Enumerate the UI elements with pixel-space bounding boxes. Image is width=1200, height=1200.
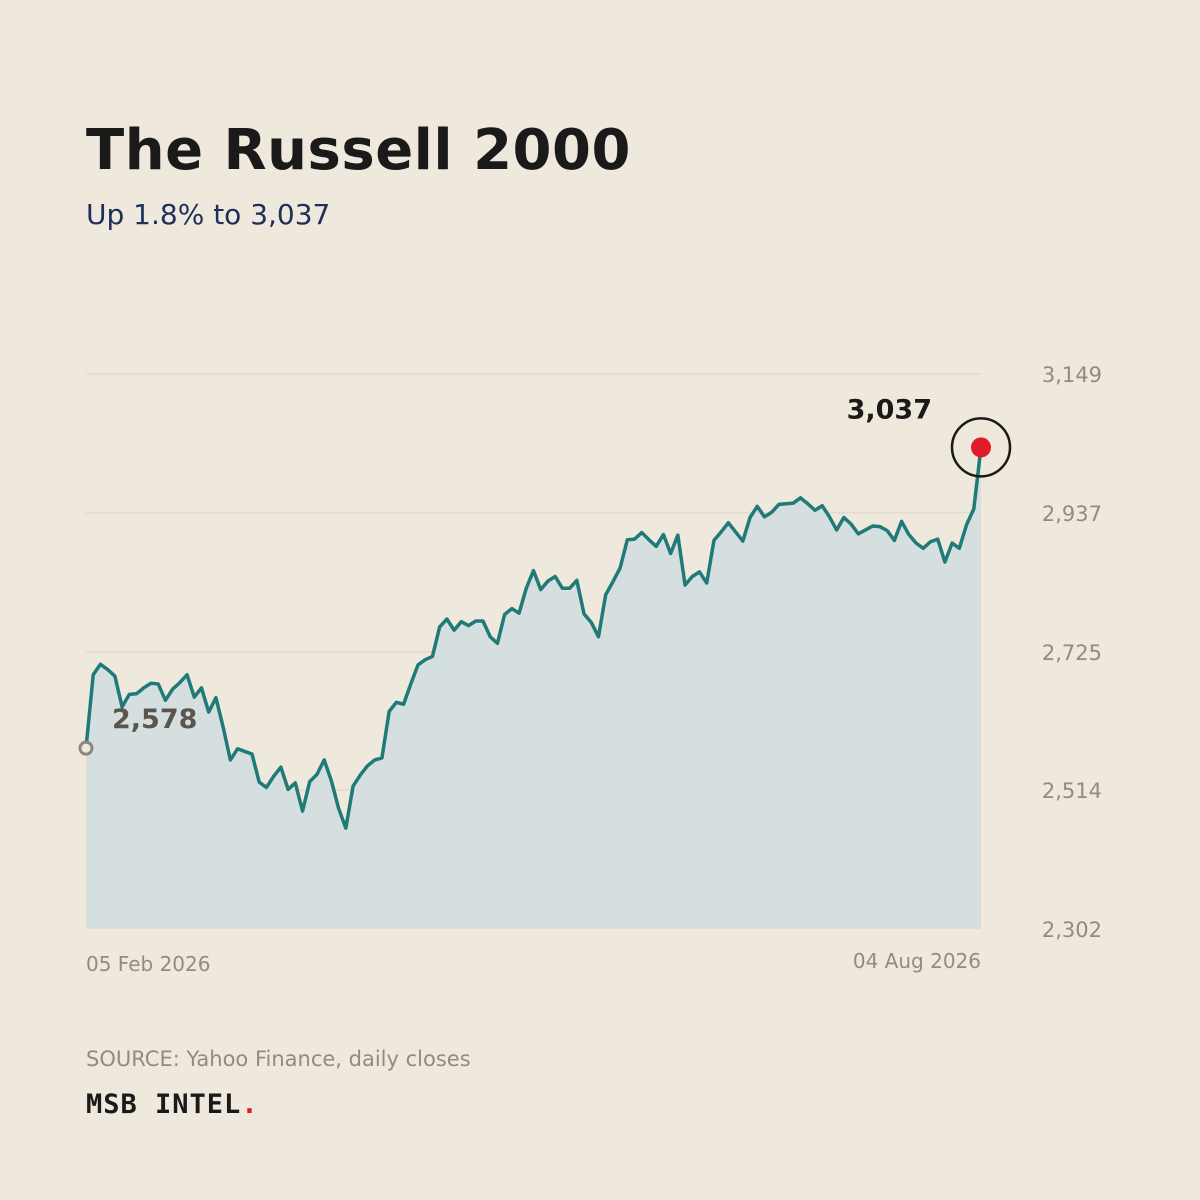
end-point-marker	[971, 437, 991, 458]
area-chart: 3,149 2,937 2,725 2,514 2,302 05 Feb 2026 04…	[78, 363, 1102, 976]
chart-title: The Russell 2000	[86, 118, 631, 183]
y-tick-label: 2,302	[1042, 918, 1102, 942]
chart-subtitle: Up 1.8% to 3,037	[86, 198, 331, 231]
y-axis-ticks: 3,149 2,937 2,725 2,514 2,302	[1042, 363, 1102, 942]
start-point-marker	[78, 740, 94, 756]
x-end-label: 04 Aug 2026	[853, 949, 981, 973]
end-value-label: 3,037	[847, 394, 932, 425]
y-tick-label: 2,937	[1042, 502, 1102, 526]
y-tick-label: 2,725	[1042, 641, 1102, 665]
end-point-ring	[950, 417, 1012, 478]
y-tick-label: 2,514	[1042, 779, 1102, 803]
brand-logo: MSB INTEL.	[86, 1089, 259, 1120]
x-start-label: 05 Feb 2026	[86, 952, 210, 976]
y-tick-label: 3,149	[1042, 363, 1102, 387]
series-area	[86, 447, 981, 929]
source-note: SOURCE: Yahoo Finance, daily closes	[86, 1047, 471, 1071]
brand-name: MSB INTEL	[86, 1089, 242, 1120]
series-line	[84, 445, 983, 830]
start-value-label: 2,578	[112, 704, 197, 735]
brand-dot: .	[241, 1089, 259, 1120]
